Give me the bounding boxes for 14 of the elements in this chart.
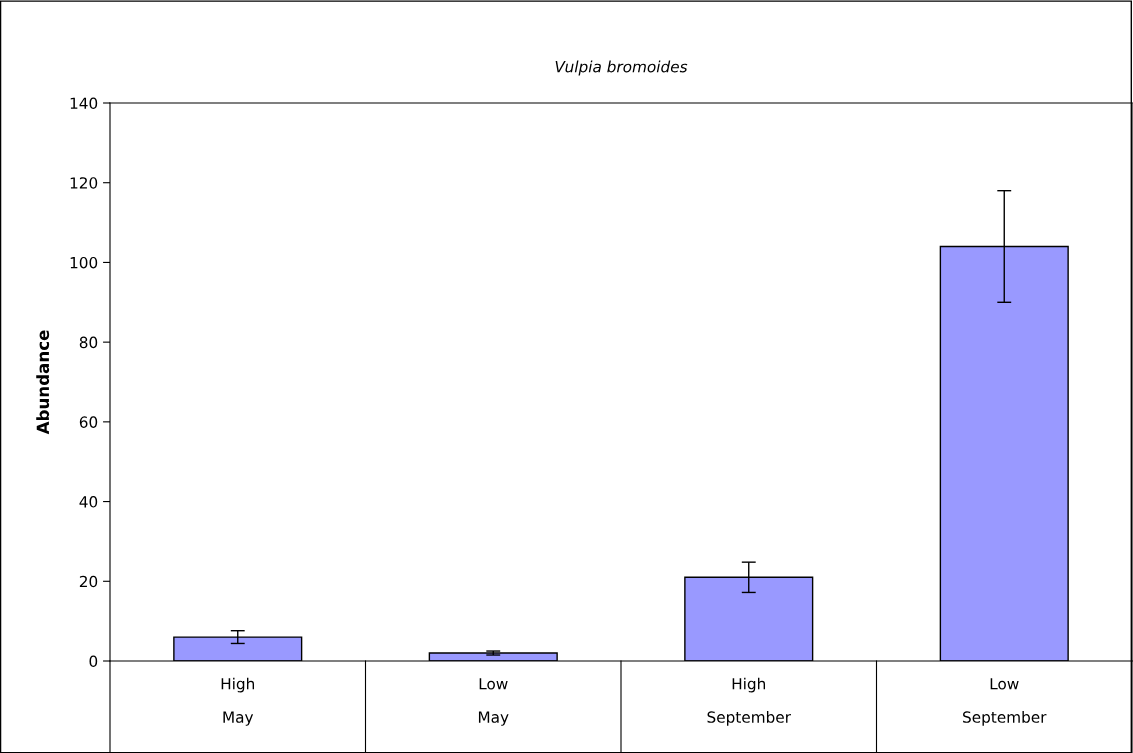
category-label: High September [707, 677, 791, 726]
y-tick-label: 60 [79, 416, 98, 428]
y-tick-label: 0 [89, 655, 98, 668]
category-label: Low May [478, 678, 509, 726]
y-axis-title: Abundance [36, 330, 50, 435]
category-label: Low September [963, 678, 1047, 726]
y-tick-label: 140 [70, 97, 98, 110]
y-tick-label: 40 [79, 496, 98, 508]
y-tick-label: 80 [79, 336, 98, 349]
category-label: High May [221, 677, 255, 726]
y-tick-label: 100 [70, 256, 98, 269]
chart-title: Vulpia bromoides [555, 60, 688, 76]
y-tick-label: 120 [70, 177, 98, 189]
y-tick-label: 20 [79, 575, 98, 588]
